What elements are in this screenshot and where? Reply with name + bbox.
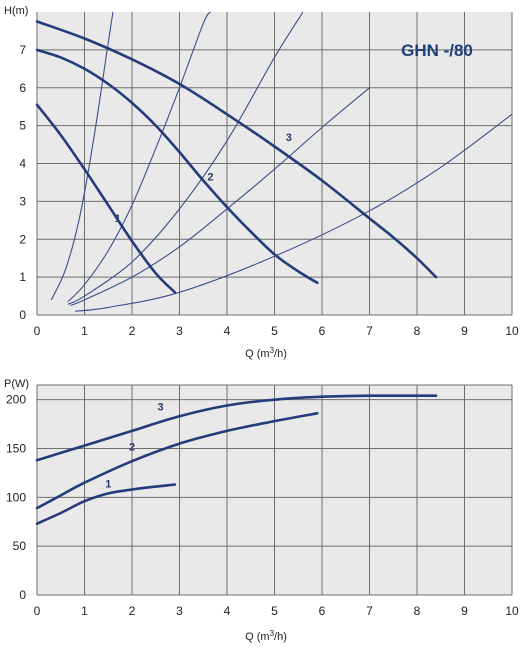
series-label-1: 1 (115, 213, 121, 225)
series-label-2: 2 (207, 172, 213, 184)
power-x-axis-label: Q (m3/h) (245, 629, 287, 643)
system-curve (67, 11, 211, 303)
system-curve (50, 11, 114, 301)
x-tick-label: 7 (366, 324, 373, 338)
y-tick-label: 6 (19, 81, 26, 95)
head-series: 1 2 3 (35, 20, 438, 294)
y-tick-label: 50 (13, 539, 27, 553)
y-tick-label: 0 (19, 308, 26, 322)
head-grid (36, 12, 513, 316)
series-line-2 (35, 412, 319, 510)
system-curve (67, 11, 304, 305)
series-label-3: 3 (157, 401, 163, 413)
x-tick-label: 10 (505, 324, 519, 338)
y-tick-label: 7 (19, 43, 26, 57)
series-line-2 (35, 48, 319, 285)
x-tick-label: 9 (461, 324, 468, 338)
x-tick-label: 0 (34, 324, 41, 338)
series-line-1 (35, 103, 177, 294)
power-x-ticks: 0 1 2 3 4 5 6 7 8 9 10 (34, 604, 519, 618)
chart-title: GHN -/80 (401, 41, 473, 60)
series-label-3: 3 (286, 132, 292, 144)
series-label-2: 2 (129, 441, 135, 453)
x-tick-label: 3 (176, 604, 183, 618)
x-tick-label: 3 (176, 324, 183, 338)
x-tick-label: 6 (319, 324, 326, 338)
power-chart: 1 2 3 0 1 2 3 4 5 6 7 8 9 10 0 50 100 150 200 P(W) Q (m3… (4, 378, 519, 643)
system-curves (50, 11, 513, 312)
head-y-axis-label: H(m) (4, 5, 28, 17)
series-line-1 (35, 483, 177, 525)
x-tick-label: 8 (414, 604, 421, 618)
x-tick-label: 5 (271, 604, 278, 618)
head-x-axis-label: Q (m3/h) (245, 346, 287, 360)
x-tick-label: 10 (505, 604, 519, 618)
y-tick-label: 0 (19, 588, 26, 602)
system-curve (70, 87, 370, 307)
x-tick-label: 2 (129, 604, 136, 618)
x-tick-label: 2 (129, 324, 136, 338)
y-tick-label: 150 (6, 441, 26, 455)
x-tick-label: 7 (366, 604, 373, 618)
x-tick-label: 6 (319, 604, 326, 618)
y-tick-label: 2 (19, 232, 26, 246)
y-tick-label: 4 (19, 157, 26, 171)
x-tick-label: 9 (461, 604, 468, 618)
x-tick-label: 4 (224, 324, 231, 338)
y-tick-label: 5 (19, 119, 26, 133)
y-tick-label: 100 (6, 490, 26, 504)
x-tick-label: 1 (81, 604, 88, 618)
y-tick-label: 200 (6, 393, 26, 407)
head-x-ticks: 0 1 2 3 4 5 6 7 8 9 10 (34, 324, 519, 338)
power-y-axis-label: P(W) (4, 378, 29, 390)
power-y-ticks: 0 50 100 150 200 (6, 393, 26, 602)
power-series: 1 2 3 (35, 394, 438, 525)
head-y-ticks: 0 1 2 3 4 5 6 7 (19, 43, 26, 322)
x-tick-label: 4 (224, 604, 231, 618)
y-tick-label: 3 (19, 194, 26, 208)
x-tick-label: 5 (271, 324, 278, 338)
x-tick-label: 8 (414, 324, 421, 338)
x-tick-label: 0 (34, 604, 41, 618)
series-line-3 (35, 20, 438, 279)
series-label-1: 1 (105, 479, 111, 491)
system-curve (74, 113, 513, 312)
series-line-3 (35, 394, 438, 462)
y-tick-label: 1 (19, 270, 26, 284)
x-tick-label: 1 (81, 324, 88, 338)
